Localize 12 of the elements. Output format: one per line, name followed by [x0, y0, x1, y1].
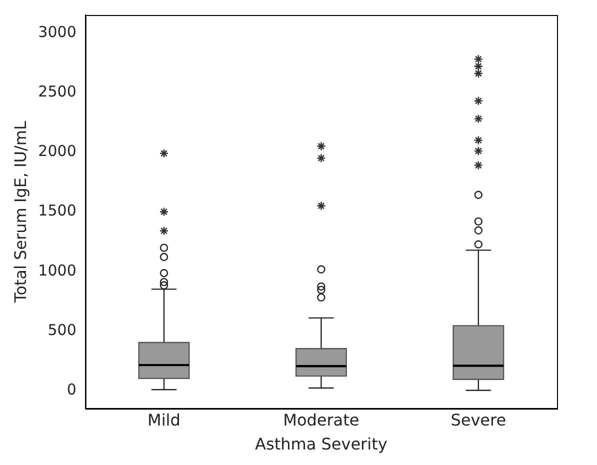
- y-tick-label: 2500: [38, 82, 76, 100]
- x-tick-label: Moderate: [283, 410, 360, 430]
- y-tick-label: 2000: [38, 142, 76, 160]
- x-tick-label: Mild: [148, 410, 180, 430]
- y-tick-label: 1000: [38, 261, 76, 280]
- y-tick-label: 3000: [38, 22, 76, 41]
- y-axis-title: Total Serum IgE, IU/mL: [10, 121, 30, 304]
- y-tick-label: 500: [48, 320, 76, 339]
- x-axis-title: Asthma Severity: [255, 434, 388, 454]
- y-tick-label: 0: [66, 380, 76, 399]
- y-tick-label: 1500: [38, 202, 76, 220]
- x-tick-label: Severe: [450, 410, 506, 430]
